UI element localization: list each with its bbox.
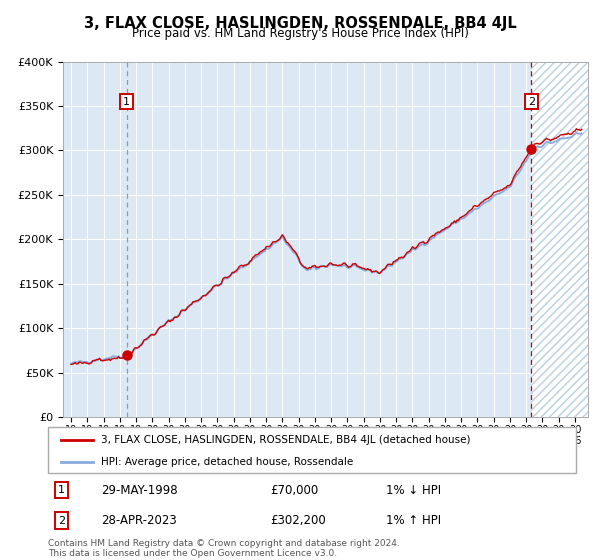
- Text: 1: 1: [58, 486, 65, 495]
- Text: Price paid vs. HM Land Registry's House Price Index (HPI): Price paid vs. HM Land Registry's House …: [131, 27, 469, 40]
- Text: HPI: Average price, detached house, Rossendale: HPI: Average price, detached house, Ross…: [101, 457, 353, 466]
- Text: 2: 2: [528, 97, 535, 106]
- FancyBboxPatch shape: [48, 427, 576, 473]
- Text: 29-MAY-1998: 29-MAY-1998: [101, 484, 178, 497]
- Text: 3, FLAX CLOSE, HASLINGDEN, ROSSENDALE, BB4 4JL: 3, FLAX CLOSE, HASLINGDEN, ROSSENDALE, B…: [83, 16, 517, 31]
- Text: 1: 1: [123, 97, 130, 106]
- Bar: [532, 62, 600, 417]
- Text: 28-APR-2023: 28-APR-2023: [101, 514, 176, 527]
- Text: £70,000: £70,000: [270, 484, 318, 497]
- Text: 3, FLAX CLOSE, HASLINGDEN, ROSSENDALE, BB4 4JL (detached house): 3, FLAX CLOSE, HASLINGDEN, ROSSENDALE, B…: [101, 435, 470, 445]
- Text: Contains HM Land Registry data © Crown copyright and database right 2024.
This d: Contains HM Land Registry data © Crown c…: [48, 539, 400, 558]
- Text: 1% ↑ HPI: 1% ↑ HPI: [386, 514, 441, 527]
- Text: 1% ↓ HPI: 1% ↓ HPI: [386, 484, 441, 497]
- Text: 2: 2: [58, 516, 65, 525]
- Text: £302,200: £302,200: [270, 514, 326, 527]
